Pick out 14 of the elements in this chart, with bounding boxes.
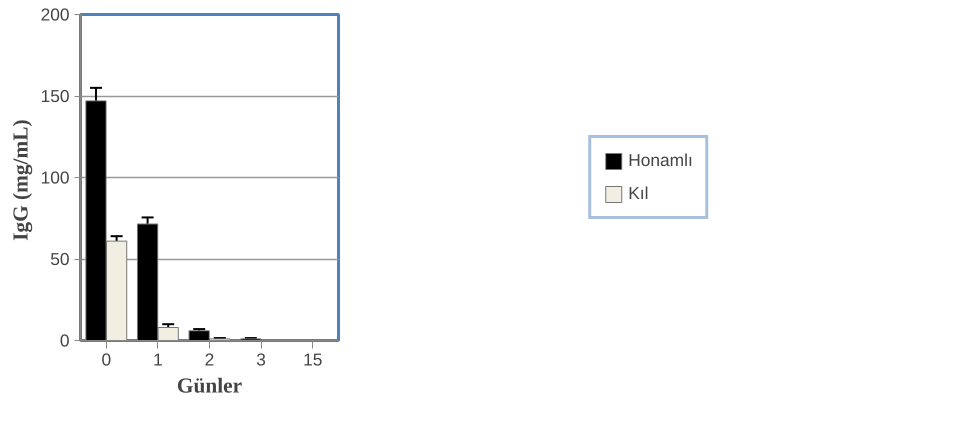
- x-tick-label: 3: [256, 350, 266, 370]
- y-tick-label: 0: [60, 330, 70, 350]
- x-tick-label: 15: [303, 350, 322, 370]
- legend-label: Honamlı: [628, 150, 693, 171]
- y-tick-label: 100: [40, 168, 70, 188]
- x-tick-label: 0: [101, 350, 112, 370]
- y-tick-label: 50: [50, 249, 70, 269]
- x-axis-title: Günler: [176, 374, 243, 398]
- y-tick-label: 200: [40, 4, 70, 24]
- y-axis-title: IgG (mg/mL): [8, 119, 33, 241]
- x-tick-label: 1: [153, 350, 163, 370]
- x-tick-label: 2: [204, 350, 214, 370]
- y-tick-label: 150: [40, 86, 70, 106]
- legend-label: Kıl: [628, 183, 648, 204]
